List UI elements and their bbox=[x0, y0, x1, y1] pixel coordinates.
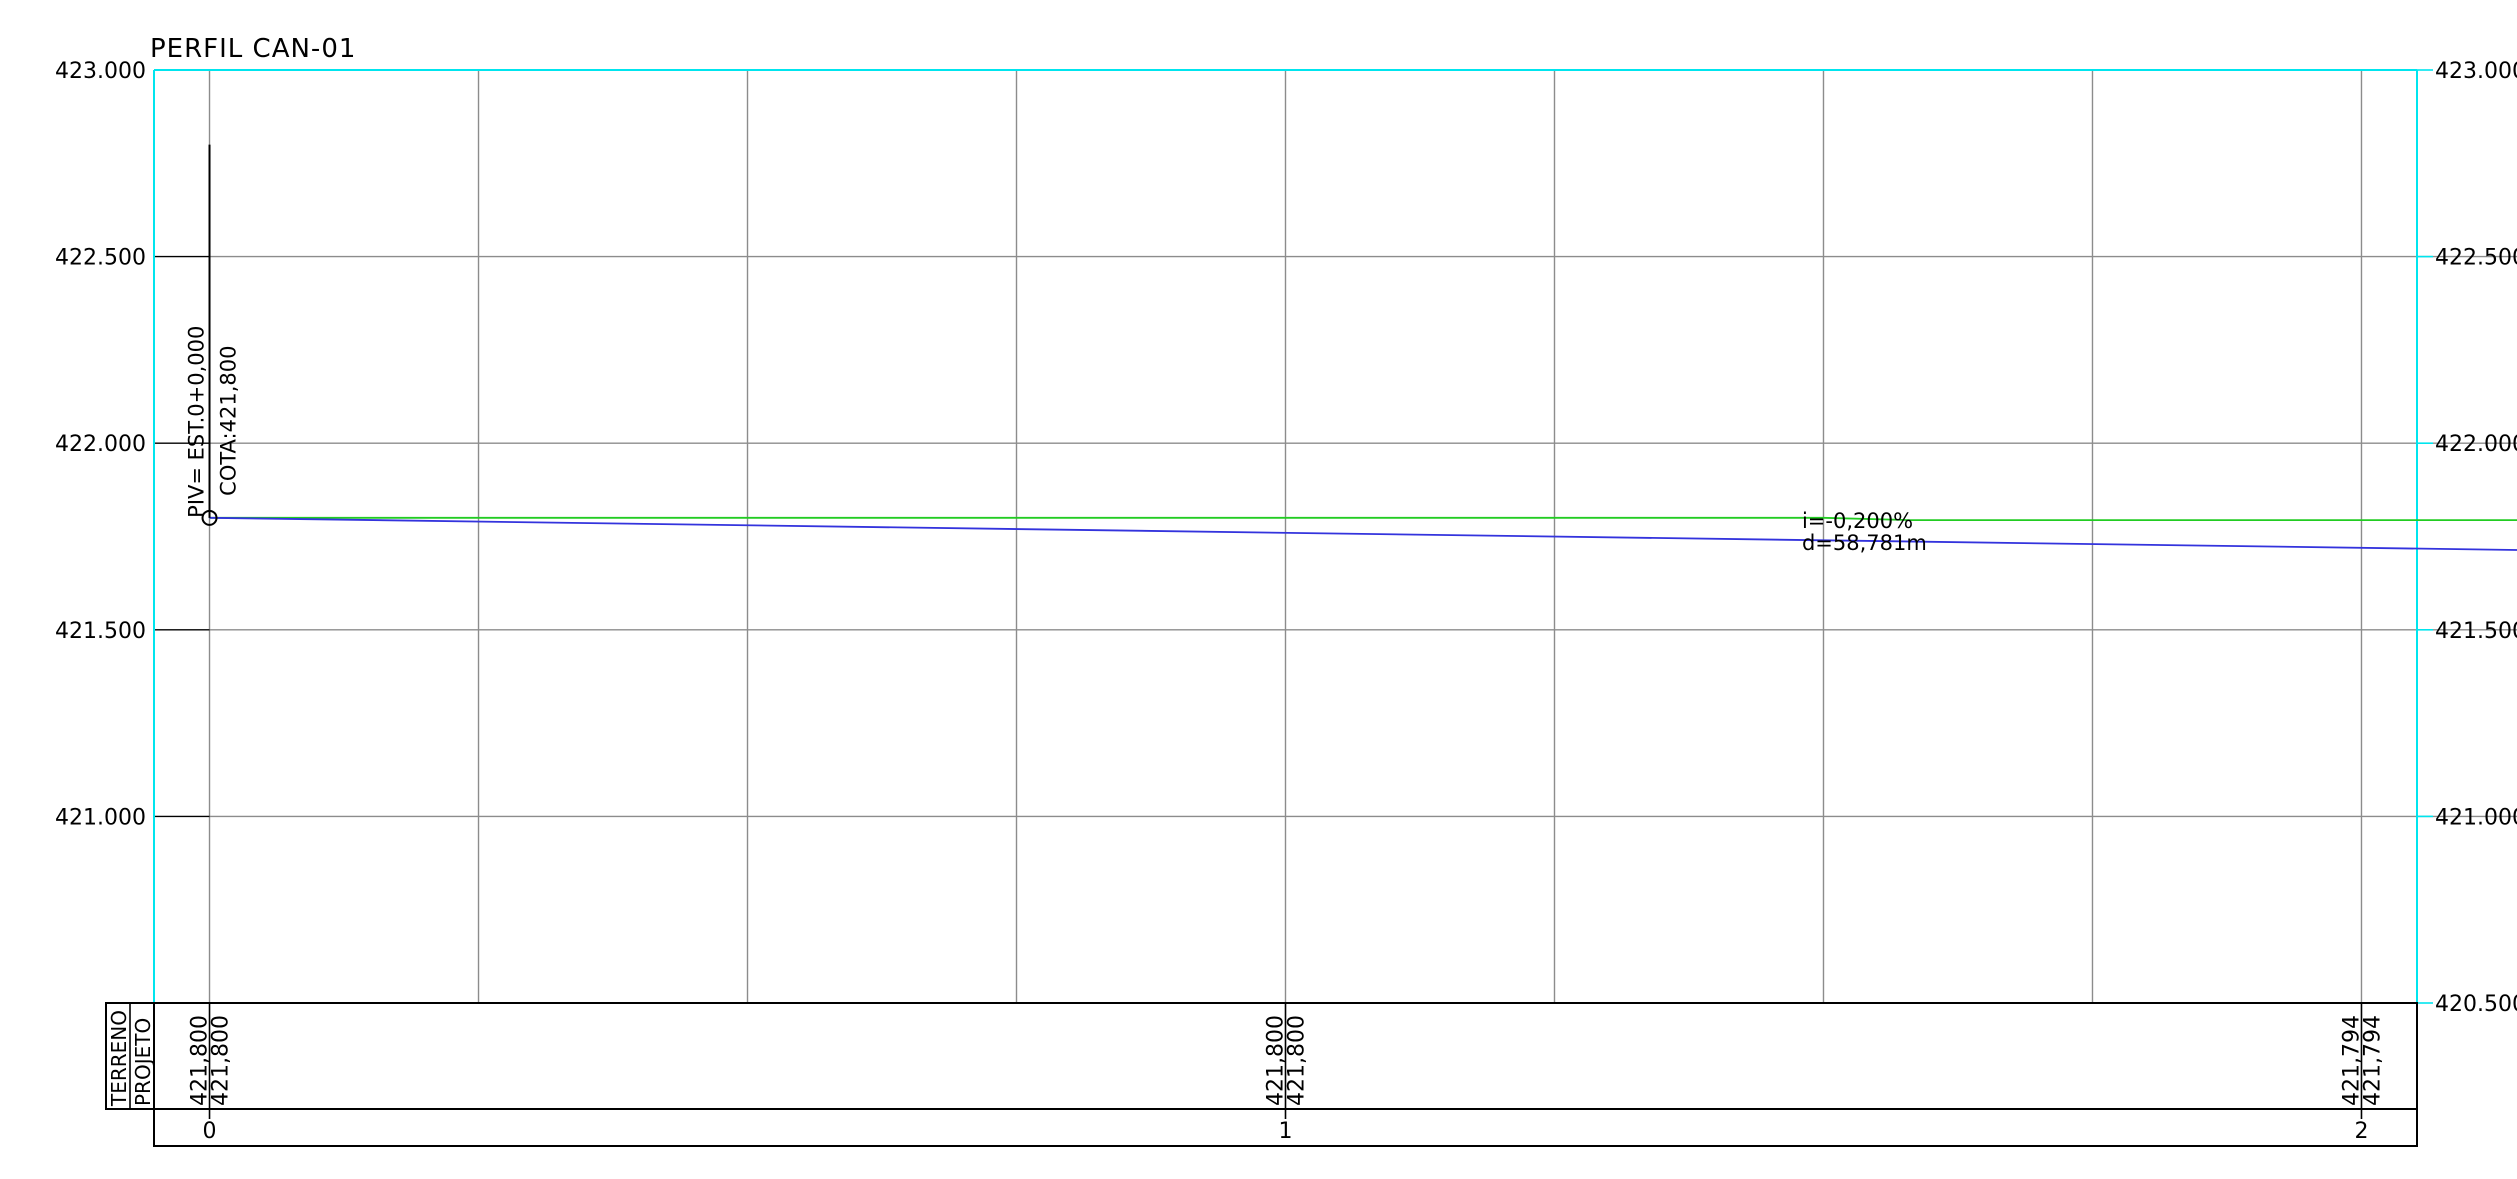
terreno-value: 421,800 bbox=[1264, 1015, 1289, 1106]
projeto-value: 421,800 bbox=[1285, 1015, 1310, 1106]
axis-labels: 423.000 423.000 422.500 422.500 422.000 422.0… bbox=[55, 59, 2517, 1017]
projeto-value: 421,794 bbox=[2360, 1015, 2385, 1106]
y-tick-label-right: 421.000 bbox=[2435, 805, 2517, 830]
data-table: TERRENO PROJETO 421,800421,8000421,800421,… bbox=[105, 1002, 2418, 1147]
grade-length-label: d=58,781m bbox=[1802, 531, 1927, 555]
terrain-line bbox=[209, 516, 2517, 521]
project-line bbox=[209, 516, 2517, 551]
plot-frame bbox=[153, 69, 2418, 1003]
pivot-station-label: PIV= EST.0+0,000 bbox=[185, 326, 209, 518]
y-tick-label-right: 420.500 bbox=[2435, 992, 2517, 1017]
pivot-elevation-label: COTA:421,800 bbox=[217, 346, 241, 496]
y-tick-label-right: 423.000 bbox=[2435, 59, 2517, 84]
y-tick-label-left: 423.000 bbox=[55, 59, 146, 84]
profile-title: PERFIL CAN-01 bbox=[150, 34, 356, 64]
profile-lines bbox=[209, 516, 2517, 551]
y-tick-label-left: 421.500 bbox=[55, 619, 146, 644]
pivot-marker bbox=[201, 509, 218, 526]
station-label: 2 bbox=[2354, 1119, 2368, 1144]
y-tick-label-right: 422.000 bbox=[2435, 432, 2517, 457]
grade-slope-label: i=-0,200% bbox=[1802, 509, 1913, 533]
y-tick-label-right: 421.500 bbox=[2435, 619, 2517, 644]
station-label: 0 bbox=[203, 1119, 217, 1144]
y-tick-label-left: 421.000 bbox=[55, 805, 146, 830]
station-label: 1 bbox=[1279, 1119, 1293, 1144]
terreno-value: 421,800 bbox=[188, 1015, 213, 1106]
grid-lines bbox=[154, 69, 2517, 1004]
row-label-terreno: TERRENO bbox=[107, 1010, 131, 1107]
y-tick-label-right: 422.500 bbox=[2435, 246, 2517, 271]
y-tick-label-left: 422.500 bbox=[55, 246, 146, 271]
y-tick-label-left: 422.000 bbox=[55, 432, 146, 457]
terreno-value: 421,794 bbox=[2339, 1015, 2364, 1106]
row-label-projeto: PROJETO bbox=[131, 1018, 155, 1106]
projeto-value: 421,800 bbox=[209, 1015, 234, 1106]
